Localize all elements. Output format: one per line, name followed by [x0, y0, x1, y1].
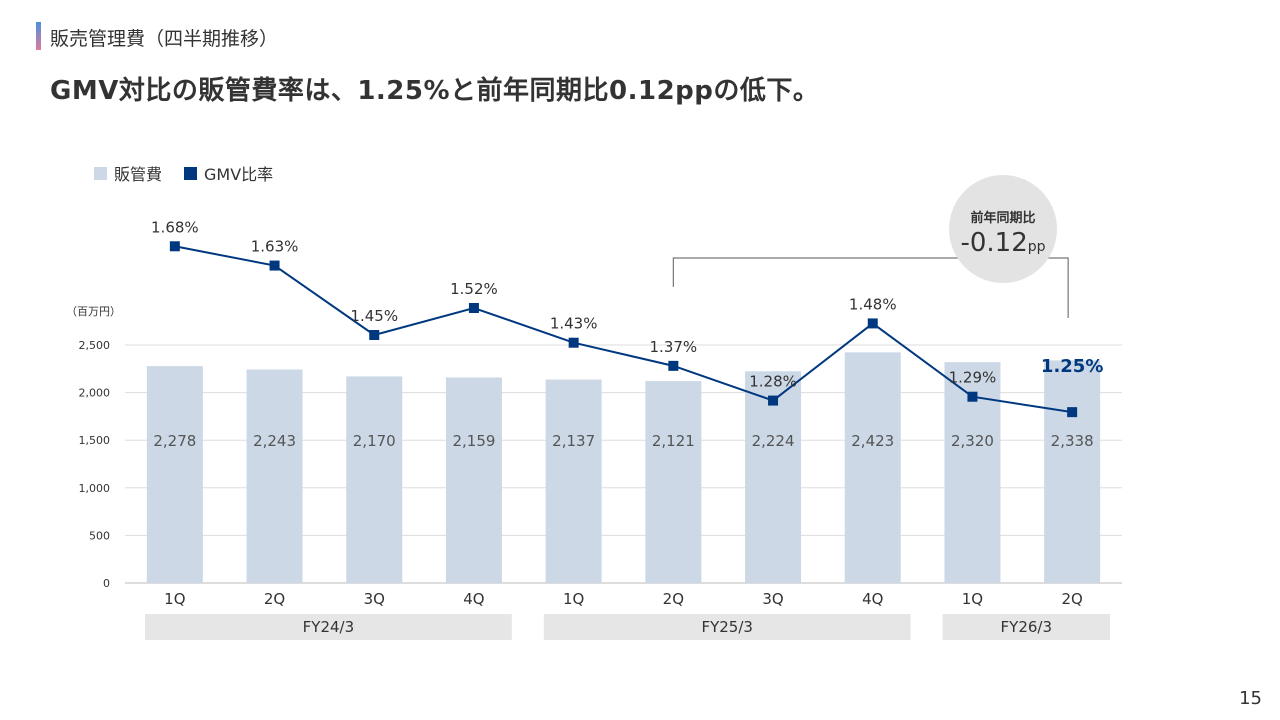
bar: [1044, 360, 1101, 583]
page-headline: GMV対比の販管費率は、1.25%と前年同期比0.12ppの低下。: [50, 76, 820, 106]
ratio-marker: [1067, 407, 1078, 418]
fiscal-year-band: [942, 614, 1110, 640]
x-tick-label: 4Q: [862, 590, 883, 608]
section-accent-bar: [36, 22, 41, 50]
x-tick-label: 2Q: [1061, 590, 1082, 608]
legend-label-bar: 販管費: [114, 165, 163, 184]
yoy-callout-unit: pp: [1028, 239, 1046, 255]
ratio-marker: [668, 360, 679, 371]
legend-item-line: GMV比率: [184, 161, 273, 185]
ratio-label-highlight: 1.25%: [1041, 356, 1103, 377]
x-tick-label: 3Q: [364, 590, 385, 608]
y-tick-label: 2,000: [79, 387, 111, 400]
x-tick-label: 2Q: [264, 590, 285, 608]
bar: [246, 369, 303, 583]
ratio-line: [174, 245, 1073, 414]
bar: [445, 377, 502, 583]
bar: [645, 381, 702, 583]
x-tick-label: 3Q: [762, 590, 783, 608]
y-tick-label: 2,500: [79, 339, 111, 352]
ratio-label: 1.37%: [650, 338, 698, 356]
ratio-marker: [269, 260, 280, 271]
ratio-marker: [967, 391, 978, 402]
x-tick-label: 1Q: [563, 590, 584, 608]
bar-value-label: 2,243: [253, 432, 296, 450]
legend-swatch-bar: [94, 166, 107, 180]
y-tick-label: 0: [103, 577, 110, 590]
ratio-label: 1.68%: [151, 218, 199, 236]
y-axis-unit-label: （百万円）: [66, 305, 121, 318]
fiscal-year-label: FY24/3: [303, 618, 354, 636]
page-number: 15: [1239, 688, 1262, 709]
ratio-marker: [568, 337, 579, 348]
ratio-label: 1.63%: [251, 238, 299, 256]
ratio-marker: [369, 330, 380, 340]
bar: [844, 352, 901, 583]
legend-label-line: GMV比率: [204, 165, 274, 184]
bar: [745, 371, 802, 583]
yoy-bracket: [672, 257, 1069, 318]
bar-value-label: 2,170: [353, 432, 396, 450]
fiscal-year-band: [145, 614, 512, 640]
bar: [545, 379, 602, 583]
ratio-marker: [468, 303, 479, 313]
y-tick-label: 500: [89, 529, 110, 542]
ratio-label: 1.28%: [749, 373, 797, 391]
x-tick-label: 1Q: [164, 590, 185, 608]
bar-value-label: 2,224: [752, 432, 795, 450]
bar-value-label: 2,278: [153, 432, 196, 450]
x-tick-label: 4Q: [463, 590, 484, 608]
bar-value-label: 2,338: [1051, 432, 1094, 450]
legend-swatch-line: [184, 166, 198, 180]
fiscal-year-label: FY25/3: [701, 618, 752, 636]
ratio-marker: [169, 241, 180, 252]
x-tick-label: 1Q: [962, 590, 983, 608]
y-tick-label: 1,000: [79, 482, 111, 495]
ratio-label: 1.48%: [849, 295, 897, 313]
bar-value-label: 2,320: [951, 432, 994, 450]
legend-item-bar: 販管費: [94, 161, 162, 185]
ratio-label: 1.45%: [350, 307, 398, 325]
ratio-marker: [867, 318, 878, 329]
ratio-label: 1.43%: [550, 315, 598, 333]
section-title: 販売管理費（四半期推移）: [50, 28, 279, 50]
bar-value-label: 2,137: [552, 432, 595, 450]
bar-value-label: 2,121: [652, 432, 695, 450]
fiscal-year-label: FY26/3: [1001, 618, 1052, 636]
ratio-label: 1.29%: [949, 369, 997, 387]
bar: [146, 366, 203, 583]
yoy-callout-number: -0.12: [960, 228, 1027, 258]
yoy-callout-value: -0.12pp: [960, 228, 1045, 258]
yoy-callout-label: 前年同期比: [970, 210, 1035, 226]
yoy-callout-circle: [949, 175, 1057, 283]
bar: [346, 376, 403, 583]
y-tick-label: 1,500: [79, 434, 111, 447]
ratio-marker: [768, 395, 779, 406]
bar-value-label: 2,423: [851, 432, 894, 450]
bar-value-label: 2,159: [452, 432, 495, 450]
ratio-label: 1.52%: [450, 280, 498, 298]
x-tick-label: 2Q: [663, 590, 684, 608]
chart-legend: 販管費 GMV比率: [94, 161, 295, 185]
fiscal-year-band: [543, 614, 911, 640]
